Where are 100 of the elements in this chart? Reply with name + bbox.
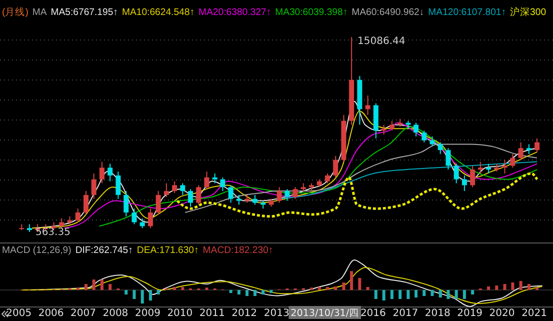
bar [334,286,338,290]
bar [462,290,466,299]
candlestick [252,194,258,206]
candlestick [204,171,210,190]
chart-title: MACD (12,26,9) [2,245,72,256]
bar [414,290,418,298]
bar [527,284,530,290]
bar [350,271,354,290]
candlestick [108,163,113,182]
candlestick [91,173,96,200]
x-tick-label: 2017 [392,308,418,319]
x-tick-label: 2018 [424,308,450,319]
candlestick [422,130,427,143]
bar [438,290,442,298]
x-tick-label: 2006 [38,308,64,319]
bar [471,290,474,294]
bar [132,290,136,299]
x-tick-label: 2013 [264,308,290,319]
candlestick [83,190,88,215]
candlestick [116,171,121,200]
x-tick-label: 2019 [457,308,483,319]
bar [406,290,410,299]
bar [382,290,386,300]
text: MA120:6107.801↑ [428,7,506,18]
candlestick [180,182,186,196]
bar [511,282,514,290]
x-tick-label: 2007 [70,308,96,319]
bar [84,284,88,290]
bar [253,290,256,296]
candlestick [196,184,202,206]
candlestick [478,161,483,174]
bar [270,290,273,293]
text: MA60:6490.962↓ [352,7,424,18]
candlestick [414,122,419,137]
bar [358,278,362,290]
candlestick [502,159,508,174]
bar [503,284,506,290]
candlestick [212,173,218,184]
candlestick [164,182,169,198]
candlestick [172,180,178,194]
bar [487,286,490,290]
candlestick [156,190,161,215]
candlestick [438,142,443,154]
bar [181,287,184,290]
text: MA20:6380.327↑ [198,7,272,18]
bar [342,282,346,290]
candlestick [276,186,282,204]
x-tick-label: 2005 [6,308,32,319]
x-tick-label: 2020 [489,308,515,319]
text: DEA:171.630↑ [136,245,199,256]
text: DIF:262.745↑ [75,245,133,256]
candlestick [381,124,386,135]
x-tick-label: 2011 [199,308,225,319]
candlestick [486,163,492,174]
legend-title: MA [32,7,48,18]
bar [446,290,450,299]
bar [430,290,434,296]
bar [156,290,160,294]
candlestick [292,186,298,200]
annotation: 563.35 [35,227,70,238]
candlestick [446,148,451,170]
candlestick [132,208,137,225]
bar [262,290,265,294]
bar [229,290,232,293]
text: MA5:6767.195↑ [50,7,118,18]
candlestick [188,188,194,208]
bar [246,290,249,296]
text: MA10:6624.548↑ [122,7,195,18]
candlestick [470,165,476,188]
bar [108,284,112,290]
candlestick [124,190,129,217]
candlestick [454,163,459,184]
bar [318,287,321,290]
candlestick [333,155,338,178]
bar [374,290,378,299]
text: 2013/10/31/四 [290,308,360,319]
candlestick [365,95,370,116]
candlestick [534,138,540,153]
bar [148,290,152,300]
candlestick [526,144,532,154]
candlestick [462,174,467,192]
candlestick [228,184,234,204]
annotation: 15086.44 [358,36,406,47]
candlestick [518,142,524,160]
bar [398,290,402,299]
candlestick [148,208,153,229]
candlestick [99,161,104,184]
bar [326,287,329,290]
bar [100,280,104,290]
text: MA30:6039.398↑ [275,7,348,18]
x-tick-label: 2012 [232,308,258,319]
bar [422,290,426,296]
candlestick [75,208,80,223]
candlestick [324,173,330,184]
bar [390,290,394,299]
x-tick-label: 2010 [167,308,193,319]
bar [366,287,370,290]
bar [140,290,144,304]
x-tick-label: 2021 [522,308,548,319]
bar [173,287,176,290]
